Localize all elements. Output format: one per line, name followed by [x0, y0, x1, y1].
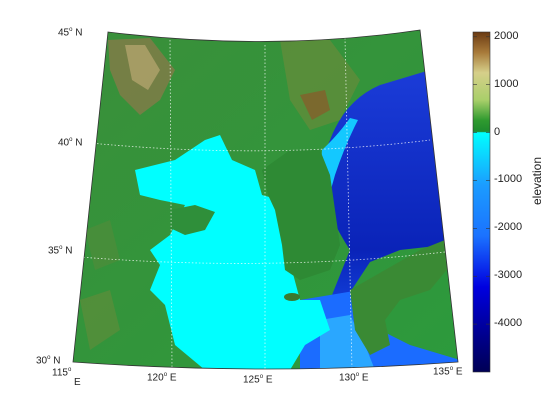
colorbar-tick-label: -3000	[494, 269, 523, 282]
lat-label-45: 45o N	[58, 27, 83, 39]
colorbar-tick-label: -1000	[494, 173, 523, 186]
colorbar-tick-label: -4000	[494, 317, 523, 330]
korean-peninsula	[262, 150, 340, 280]
colorbar-title: elevation	[530, 156, 544, 205]
lat-label-30: 30o N	[36, 355, 61, 367]
colorbar-tick-label: 2000	[494, 29, 519, 42]
lon-label-115: 115o E	[52, 367, 81, 389]
colorbar-tick-label: -2000	[494, 221, 523, 234]
yellow-sea	[135, 135, 330, 369]
lon-label-130: 130o E	[339, 372, 369, 384]
lon-label-120: 120o E	[147, 372, 177, 384]
colorbar	[472, 31, 491, 373]
lat-label-40: 40o N	[58, 137, 83, 149]
colorbar-tick-label: 0	[494, 125, 501, 138]
lat-label-35: 35o N	[48, 245, 73, 257]
lon-label-135: 135o E	[433, 366, 463, 378]
lon-label-125: 125o E	[243, 374, 273, 386]
japan	[350, 240, 455, 355]
colorbar-tick-label: 1000	[494, 77, 519, 90]
